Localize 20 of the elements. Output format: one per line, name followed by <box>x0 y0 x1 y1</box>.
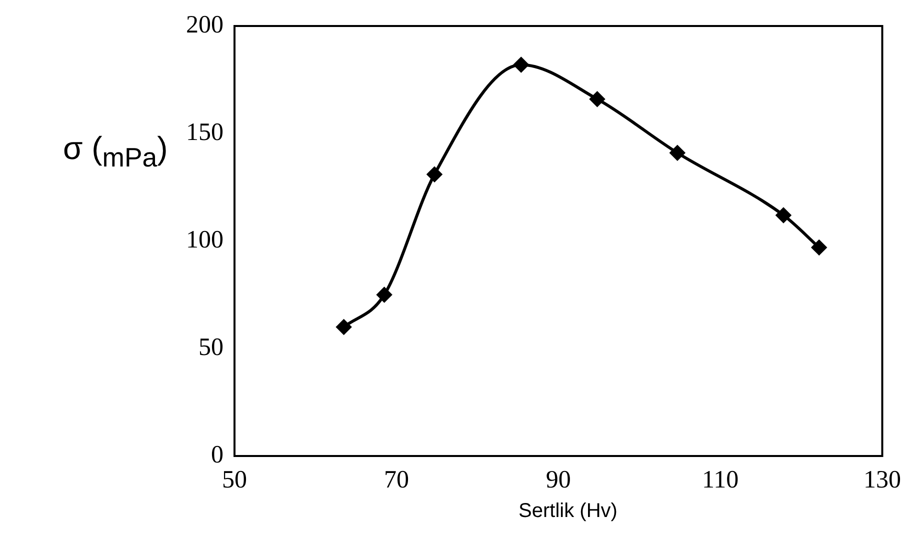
y-tick-label: 50 <box>198 334 224 362</box>
point <box>590 92 605 107</box>
x-tick-label: 110 <box>702 466 739 494</box>
y-tick-label: 150 <box>186 119 224 146</box>
y-tick-label: 100 <box>186 226 224 254</box>
point <box>514 57 529 72</box>
y-axis-title: σ ($_{mPa}$) <box>63 130 168 174</box>
x-tick-label: 90 <box>546 466 571 494</box>
point <box>336 320 352 334</box>
point <box>812 240 827 255</box>
x-axis-title: Sertlik (Hv) <box>518 500 618 523</box>
y-tick-label: 0 <box>211 442 224 469</box>
x-tick-label: 130 <box>864 466 901 494</box>
point <box>426 166 442 182</box>
x-tick-label: 70 <box>384 466 409 494</box>
y-tick-label: 200 <box>186 12 224 39</box>
point <box>776 208 791 223</box>
x-tick-label: 50 <box>222 466 247 494</box>
point <box>376 287 392 302</box>
point <box>670 145 685 160</box>
